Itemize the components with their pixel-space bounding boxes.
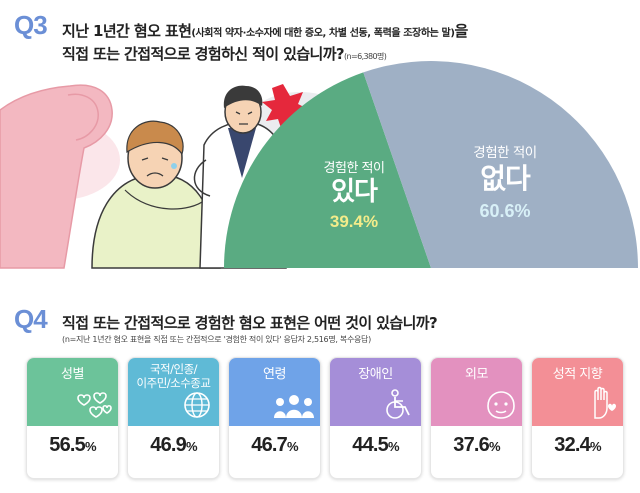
q3-title-line1: 지난 1년간 혐오 표현(사회적 약자·소수자에 대한 증오, 차별 선동, 폭… <box>62 20 468 41</box>
category-label: 성적 지향 <box>552 367 603 382</box>
q3-half-donut-chart <box>224 61 638 269</box>
category-value: 37.6% <box>453 434 500 456</box>
yes-value: 39.4% <box>329 212 379 231</box>
category-card: 연령 46.7% <box>228 357 321 479</box>
no-label-line2: 없다 <box>480 162 531 195</box>
sad-boy-hair <box>126 120 184 156</box>
globe-icon <box>179 390 215 424</box>
q3-title-paren: (사회적 약자·소수자에 대한 증오, 차별 선동, 폭력을 조장하는 말) <box>191 28 455 39</box>
hearts-icon <box>74 390 114 424</box>
q4-title: 직접 또는 간접적으로 경험한 혐오 표현은 어떤 것이 있습니까? <box>62 314 438 332</box>
yes-label-line1: 경험한 적이 <box>323 161 385 176</box>
category-card: 장애인 44.5% <box>329 357 422 479</box>
q3-sample-note: (n=6,380명) <box>344 52 387 61</box>
category-value: 46.7% <box>251 434 298 456</box>
q3-title-suffix: 을 <box>454 22 469 40</box>
people-icon <box>272 392 316 424</box>
yes-slice-label: 경험한 적이 있다 39.4% <box>306 157 402 232</box>
card-header: 성별 <box>27 358 118 426</box>
card-header: 연령 <box>229 358 320 426</box>
no-slice-label: 경험한 적이 없다 60.6% <box>440 141 570 222</box>
yes-label-line2: 있다 <box>331 177 378 207</box>
category-value: 32.4% <box>554 434 601 456</box>
card-header: 성적 지향 <box>532 358 623 426</box>
q3-title-question: 직접 또는 간접적으로 경험하신 적이 있습니까? <box>62 45 345 63</box>
face-icon <box>484 390 518 424</box>
no-label-line1: 경험한 적이 <box>473 145 537 161</box>
q4-note: (n=지난 1년간 혐오 표현을 직접 또는 간접적으로 '경험한 적이 있다'… <box>62 335 371 344</box>
category-card: 성적 지향 32.4% <box>531 357 624 479</box>
card-header: 외모 <box>431 358 522 426</box>
category-value: 46.9% <box>150 434 197 456</box>
category-label: 장애인 <box>358 367 393 382</box>
category-card: 성별 56.5% <box>26 357 119 479</box>
q4-label: Q4 <box>14 304 48 334</box>
q3-title-main: 지난 1년간 혐오 표현 <box>62 22 192 40</box>
card-header: 국적/인종/이주민/소수종교 <box>128 358 219 426</box>
category-value: 44.5% <box>352 434 399 456</box>
q3-label: Q3 <box>14 10 48 40</box>
pointing-hand <box>0 84 113 269</box>
category-value: 56.5% <box>49 434 96 456</box>
pie-slice-yes <box>224 72 431 269</box>
category-label: 연령 <box>263 367 286 382</box>
category-label: 외모 <box>465 367 488 382</box>
category-card: 외모 37.6% <box>430 357 523 479</box>
category-card: 국적/인종/이주민/소수종교 46.9% <box>127 357 220 479</box>
doctor-shirt <box>228 128 256 178</box>
wheelchair-icon <box>381 388 417 424</box>
q3-title-line2: 직접 또는 간접적으로 경험하신 적이 있습니까?(n=6,380명) <box>62 43 387 64</box>
pie-slice-no <box>363 61 638 268</box>
category-label: 국적/인종/이주민/소수종교 <box>136 362 211 390</box>
category-label: 성별 <box>61 367 84 382</box>
doctor-hair <box>223 85 263 108</box>
card-header: 장애인 <box>330 358 421 426</box>
doctor-arm <box>193 159 211 197</box>
hand-heart-icon <box>587 386 619 424</box>
no-value: 60.6% <box>479 201 531 221</box>
